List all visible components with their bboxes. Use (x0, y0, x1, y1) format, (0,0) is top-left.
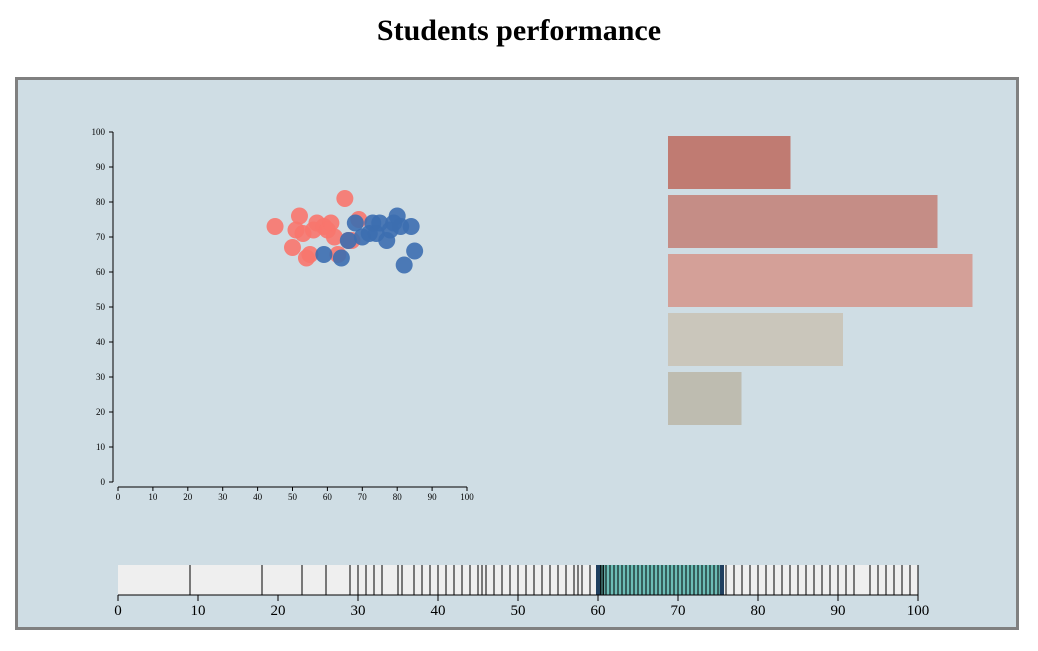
x-tick-label: 70 (358, 492, 368, 502)
bar-chart[interactable] (668, 136, 973, 425)
bar[interactable] (668, 313, 843, 366)
scatter-point (301, 246, 319, 263)
scatter-point (325, 228, 343, 246)
y-tick-label: 100 (92, 127, 106, 137)
x-tick-label: 60 (323, 492, 333, 502)
brush-handle-left[interactable] (596, 565, 600, 595)
scatter-point (266, 218, 284, 235)
x-tick-label: 50 (288, 492, 298, 502)
scatter-point (332, 249, 350, 267)
bar[interactable] (668, 136, 791, 189)
scatter-point (290, 207, 308, 225)
y-tick-label: 80 (96, 197, 106, 207)
bar[interactable] (668, 372, 742, 425)
strip-tick-label: 10 (191, 603, 206, 619)
strip-tick-label: 40 (431, 603, 446, 619)
strip-tick-label: 0 (114, 603, 122, 619)
x-tick-label: 40 (253, 492, 263, 502)
strip-tick-label: 30 (351, 603, 366, 619)
x-tick-label: 90 (428, 492, 438, 502)
strip-tick-label: 20 (271, 603, 286, 619)
scatter-plot: 0 10 20 30 40 50 60 70 80 90 100 0 10 20 30 40 50 60 70 80 9… (92, 127, 475, 502)
y-tick-label: 70 (96, 232, 106, 242)
strip-tick-label: 50 (511, 603, 526, 619)
strip-tick-label: 100 (907, 603, 930, 619)
brush-selection[interactable] (598, 565, 722, 595)
bar[interactable] (668, 195, 938, 248)
y-tick-label: 60 (96, 267, 106, 277)
y-tick-label: 50 (96, 302, 106, 312)
x-tick-label: 30 (218, 492, 228, 502)
chart-panel: 0 10 20 30 40 50 60 70 80 90 100 0 10 20 30 40 50 60 70 80 9… (15, 77, 1019, 630)
scatter-point (284, 239, 301, 256)
strip-tick-label: 70 (671, 603, 686, 619)
x-tick-label: 80 (393, 492, 403, 502)
scatter-point (395, 256, 413, 274)
scatter-point (406, 242, 424, 260)
strip-tick-label: 60 (591, 603, 606, 619)
x-tick-label: 100 (460, 492, 474, 502)
scatter-point (402, 218, 420, 235)
scatter-point (346, 214, 364, 232)
strip-tick-label: 90 (831, 603, 846, 619)
x-tick-label: 20 (183, 492, 193, 502)
scatter-point (339, 232, 357, 249)
x-tick-label: 10 (148, 492, 158, 502)
y-tick-label: 20 (96, 407, 106, 417)
y-tick-label: 10 (96, 442, 106, 452)
brush-handle-right[interactable] (720, 565, 724, 595)
scatter-point (315, 246, 333, 263)
page-title: Students performance (376, 14, 662, 47)
y-tick-label: 90 (96, 162, 106, 172)
strip-tick-label: 80 (751, 603, 766, 619)
strip-chart[interactable]: 0 10 20 30 40 50 60 70 80 90 100 (114, 565, 929, 619)
x-tick-label: 0 (116, 492, 121, 502)
scatter-point (336, 190, 354, 207)
scatter-point (322, 214, 340, 232)
bar[interactable] (668, 254, 973, 307)
y-tick-label: 0 (101, 477, 106, 487)
y-tick-label: 30 (96, 372, 106, 382)
y-tick-label: 40 (96, 337, 106, 347)
